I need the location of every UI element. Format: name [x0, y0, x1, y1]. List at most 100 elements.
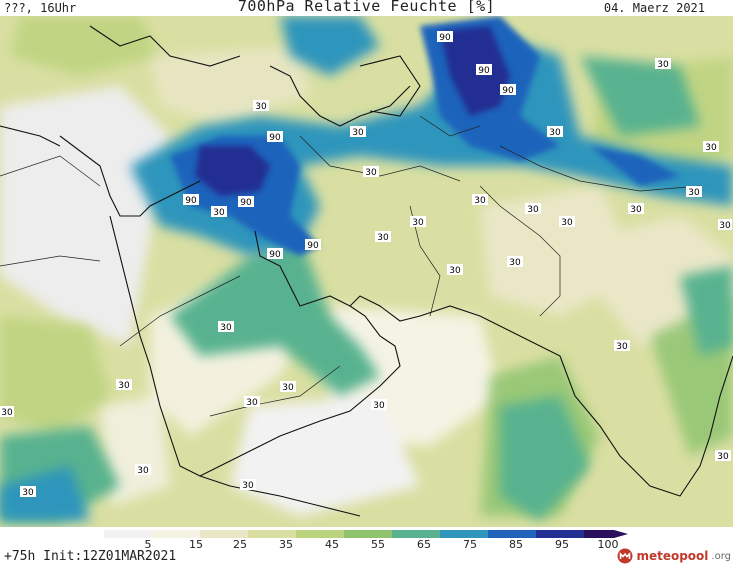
contour-label: 30	[240, 479, 256, 491]
contour-label: 90	[476, 64, 492, 76]
humidity-map[interactable]: 90 90 90 30 30 90 90 90 30 30 90 30 90 3…	[0, 16, 733, 527]
svg-text:30: 30	[242, 481, 254, 491]
contour-label: 30	[614, 340, 630, 352]
svg-text:90: 90	[269, 133, 281, 143]
svg-text:30: 30	[657, 60, 669, 70]
svg-text:90: 90	[439, 33, 451, 43]
legend-tick: 85	[509, 538, 523, 551]
svg-text:30: 30	[688, 188, 700, 198]
svg-text:30: 30	[412, 218, 424, 228]
contour-label: 30	[0, 406, 14, 418]
contour-label: 30	[718, 219, 732, 231]
contour-label: 30	[686, 186, 702, 198]
legend-tick: 55	[371, 538, 385, 551]
svg-text:30: 30	[255, 102, 267, 112]
legend-tick: 5	[144, 538, 152, 551]
svg-text:30: 30	[1, 408, 13, 418]
svg-text:30: 30	[282, 383, 294, 393]
contour-label: 90	[267, 248, 283, 260]
contour-label: 30	[525, 203, 541, 215]
svg-text:30: 30	[630, 205, 642, 215]
svg-text:30: 30	[705, 143, 717, 153]
contour-label: 30	[371, 399, 387, 411]
svg-text:90: 90	[269, 250, 281, 260]
legend-colorbar	[104, 530, 628, 538]
contour-label: 30	[20, 486, 36, 498]
svg-text:90: 90	[478, 66, 490, 76]
legend-tick: 95	[555, 538, 569, 551]
svg-text:30: 30	[527, 205, 539, 215]
contour-label: 90	[500, 84, 516, 96]
svg-text:30: 30	[137, 466, 149, 476]
contour-label: 30	[715, 450, 731, 462]
contour-label: 90	[267, 131, 283, 143]
meteopool-logo-link[interactable]: meteopool .org	[617, 547, 731, 565]
brand-name: meteopool	[636, 549, 709, 563]
contour-label: 30	[253, 100, 269, 112]
header-bar: ???, 16Uhr 700hPa Relative Feuchte [%] 0…	[0, 0, 733, 16]
contour-label: 30	[116, 379, 132, 391]
contour-label: 30	[655, 58, 671, 70]
legend-tick: 35	[279, 538, 293, 551]
svg-text:30: 30	[474, 196, 486, 206]
svg-text:30: 30	[377, 233, 389, 243]
legend-ticks: 5 15 25 35 45 55 65 75 85 95 100	[0, 538, 733, 552]
contour-label: 30	[703, 141, 719, 153]
svg-text:30: 30	[213, 208, 225, 218]
country-borders	[0, 115, 701, 417]
contour-label: 90	[183, 194, 199, 206]
svg-text:30: 30	[352, 128, 364, 138]
svg-text:30: 30	[509, 258, 521, 268]
svg-text:30: 30	[616, 342, 628, 352]
color-legend: 5 15 25 35 45 55 65 75 85 95 100	[0, 527, 733, 566]
contour-label: 30	[628, 203, 644, 215]
svg-text:30: 30	[246, 398, 258, 408]
meteopool-logo-icon	[617, 548, 633, 564]
contour-label: 90	[437, 31, 453, 43]
map-title: 700hPa Relative Feuchte [%]	[237, 0, 496, 15]
humidity-field	[0, 16, 733, 527]
contour-label: 90	[238, 196, 254, 208]
svg-text:30: 30	[717, 452, 729, 462]
brand-tld: .org	[711, 550, 731, 562]
legend-tick: 45	[325, 538, 339, 551]
svg-text:30: 30	[449, 266, 461, 276]
svg-text:30: 30	[561, 218, 573, 228]
contour-label: 30	[472, 194, 488, 206]
svg-text:90: 90	[502, 86, 514, 96]
forecast-date: 04. Maerz 2021	[603, 1, 705, 15]
svg-text:30: 30	[719, 221, 731, 231]
forecast-weekday-hour: ???, 16Uhr	[4, 1, 77, 15]
contour-label: 30	[410, 216, 426, 228]
svg-text:30: 30	[373, 401, 385, 411]
contour-label: 30	[211, 206, 227, 218]
legend-tick: 100	[597, 538, 619, 551]
contour-labels: 90 90 90 30 30 90 90 90 30 30 90 30 90 3…	[0, 31, 732, 498]
contour-label: 30	[507, 256, 523, 268]
legend-tick: 25	[233, 538, 247, 551]
contour-label: 30	[375, 231, 391, 243]
svg-text:30: 30	[118, 381, 130, 391]
contour-label: 30	[244, 396, 260, 408]
contour-label: 30	[350, 126, 366, 138]
legend-tick: 65	[417, 538, 431, 551]
contour-label: 30	[363, 166, 379, 178]
svg-text:90: 90	[240, 198, 252, 208]
contour-label: 30	[559, 216, 575, 228]
svg-text:90: 90	[307, 241, 319, 251]
svg-text:90: 90	[185, 196, 197, 206]
coastlines	[0, 25, 733, 517]
svg-text:30: 30	[549, 128, 561, 138]
svg-text:30: 30	[22, 488, 34, 498]
model-run-label: +75h Init:12Z01MAR2021	[4, 549, 177, 564]
legend-tick: 15	[189, 538, 203, 551]
contour-label: 90	[305, 239, 321, 251]
contour-label: 30	[447, 264, 463, 276]
contour-label: 30	[135, 464, 151, 476]
contour-label: 30	[218, 321, 234, 333]
svg-text:30: 30	[220, 323, 232, 333]
contour-label: 30	[280, 381, 296, 393]
legend-tick: 75	[463, 538, 477, 551]
contour-label: 30	[547, 126, 563, 138]
svg-text:30: 30	[365, 168, 377, 178]
